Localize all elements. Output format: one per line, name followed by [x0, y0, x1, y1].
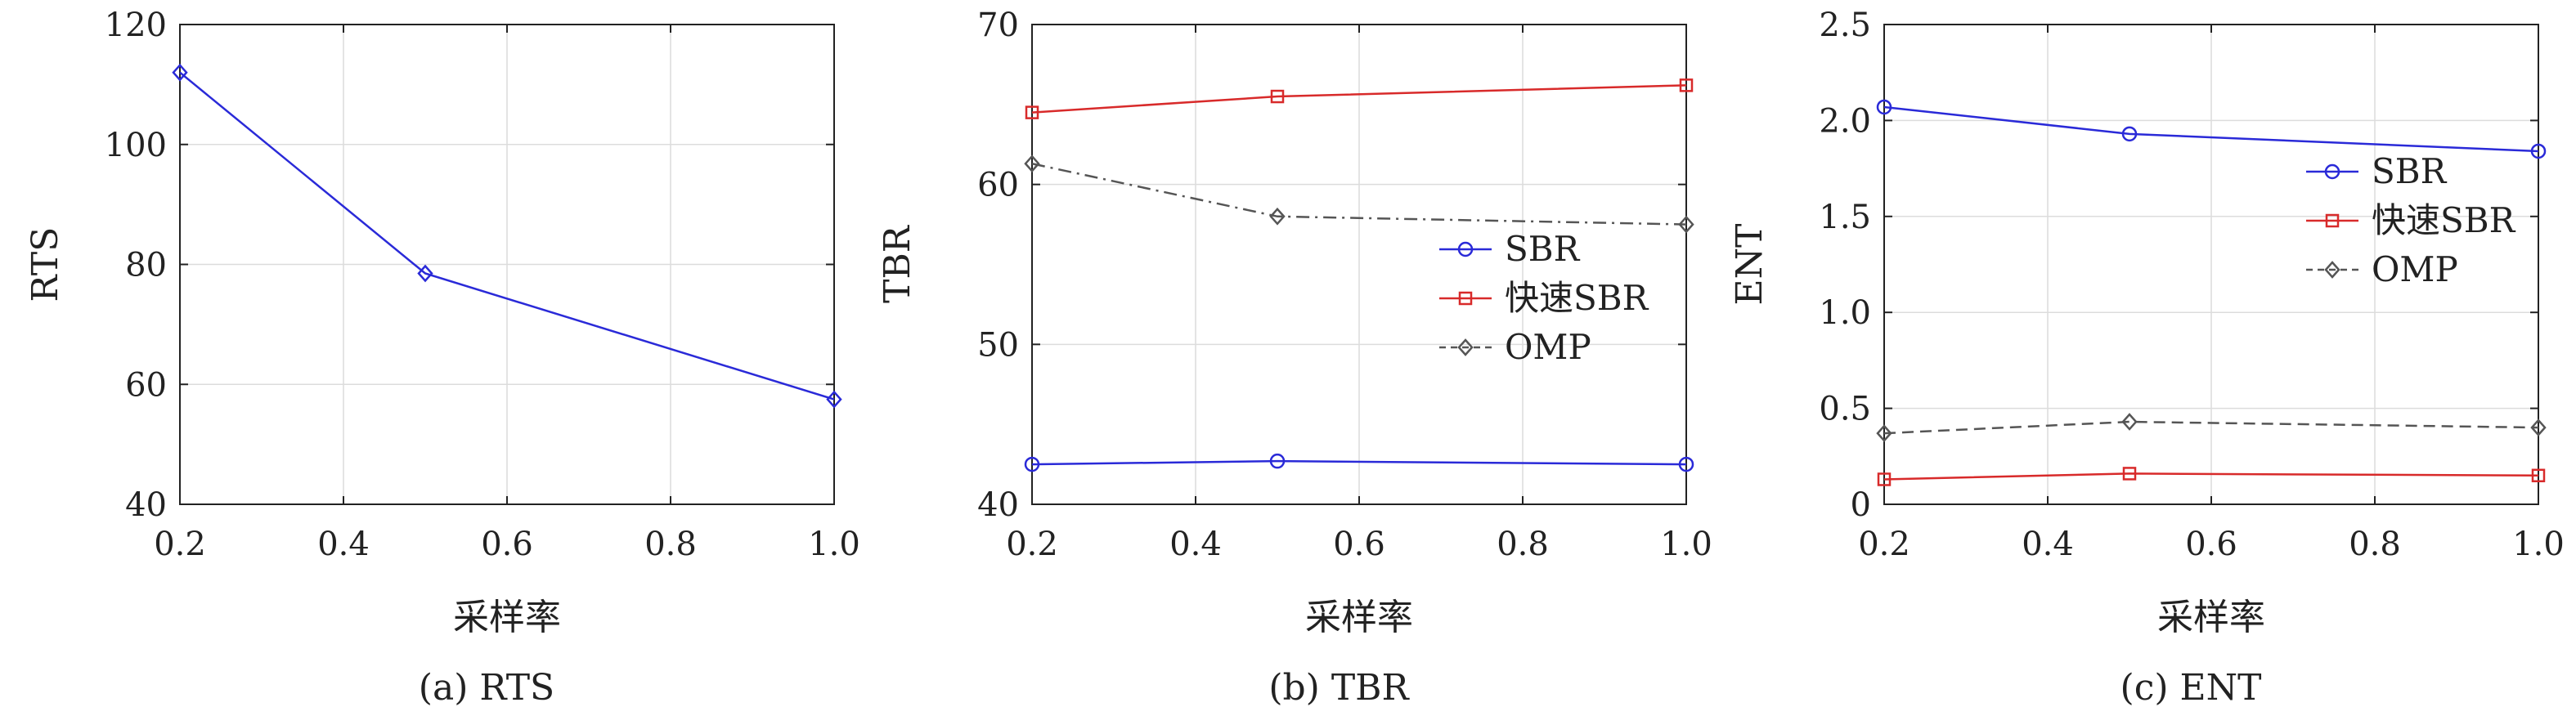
series-line	[179, 71, 835, 401]
x-tick-label: 0.4	[2022, 526, 2074, 563]
y-tick-label: 100	[105, 127, 167, 164]
legend-marker	[1458, 291, 1473, 306]
data-point	[1024, 154, 1040, 173]
x-tick-label: 0.4	[317, 526, 370, 563]
data-point	[1024, 456, 1040, 472]
x-tick-label: 0.2	[1858, 526, 1910, 563]
y-tick-label: 60	[977, 167, 1019, 204]
legend-label: SBR	[1505, 229, 1581, 269]
data-point	[1269, 207, 1286, 226]
legend-label: 快速SBR	[2372, 200, 2516, 240]
data-point	[1678, 215, 1694, 234]
x-axis-label: 采样率	[1305, 597, 1413, 638]
data-point	[1877, 472, 1892, 486]
legend: SBR 快速SBR OMP	[1439, 229, 1649, 367]
y-tick-label: 2.5	[1819, 7, 1871, 44]
x-tick-label: 0.4	[1169, 526, 1222, 563]
x-axis-label: 采样率	[453, 597, 561, 638]
legend-marker	[2324, 163, 2340, 180]
data-point	[1270, 89, 1285, 104]
x-tick-label: 0.8	[1497, 526, 1549, 563]
x-tick-label: 0.8	[644, 526, 697, 563]
series-line	[1031, 459, 1687, 466]
subfigure-caption: (c) ENT	[2120, 667, 2262, 709]
data-point	[1876, 424, 1892, 443]
data-point	[1269, 453, 1286, 469]
x-tick-label: 0.6	[1333, 526, 1385, 563]
data-point	[826, 390, 842, 409]
y-tick-label: 0.5	[1819, 391, 1871, 428]
legend-label: OMP	[1505, 327, 1591, 367]
data-point	[2121, 126, 2138, 142]
y-axis-label: RTS	[25, 227, 66, 302]
legend-marker	[2324, 261, 2340, 279]
y-tick-label: 40	[125, 486, 167, 524]
data-point	[1678, 456, 1694, 472]
x-tick-label: 1.0	[2512, 526, 2565, 563]
legend-label: 快速SBR	[1505, 278, 1649, 318]
legend-marker	[1457, 241, 1474, 257]
series-line	[1883, 105, 2539, 153]
y-tick-label: 60	[125, 366, 167, 404]
legend-label: SBR	[2372, 151, 2448, 191]
y-tick-label: 80	[125, 247, 167, 284]
subfigure-caption: (a) RTS	[419, 667, 554, 709]
x-tick-label: 0.6	[481, 526, 533, 563]
chart-panel-3: 0.2 0.4 0.6 0.8 1.0 0 0.5 1.0 1.5 2.0 2.5 采样率 ENT (c)…	[1729, 7, 2565, 709]
data-point	[172, 63, 188, 82]
x-tick-label: 0.6	[2185, 526, 2237, 563]
y-axis-label: TBR	[877, 224, 918, 303]
data-point	[2531, 468, 2546, 483]
chart-panel-1: 0.2 0.4 0.6 0.8 1.0 40 60 80 100 120 采样率 RTS (a) RTS	[25, 7, 860, 709]
x-tick-label: 0.2	[1006, 526, 1058, 563]
y-tick-label: 50	[977, 326, 1019, 364]
data-point	[1679, 78, 1694, 92]
chart-panel-2: 0.2 0.4 0.6 0.8 1.0 40 50 60 70 采样率 TBR (b) TBR SBR 快…	[877, 7, 1712, 709]
y-tick-label: 40	[977, 486, 1019, 524]
series-line	[1883, 472, 2539, 481]
data-point	[2122, 467, 2137, 481]
y-tick-label: 120	[105, 7, 167, 44]
series-line	[1031, 163, 1687, 226]
series-line	[1031, 84, 1687, 114]
y-tick-label: 0	[1851, 486, 1871, 524]
data-point	[2121, 413, 2138, 431]
legend-marker	[1457, 338, 1474, 356]
x-axis-label: 采样率	[2157, 597, 2265, 638]
subfigure-caption: (b) TBR	[1268, 667, 1410, 709]
x-tick-label: 0.8	[2349, 526, 2401, 563]
x-tick-label: 1.0	[808, 526, 860, 563]
y-axis-label: ENT	[1729, 224, 1770, 306]
y-tick-label: 2.0	[1819, 102, 1871, 140]
legend-label: OMP	[2372, 249, 2458, 289]
legend-marker	[2325, 213, 2340, 228]
y-tick-label: 1.0	[1819, 294, 1871, 332]
data-point	[1025, 105, 1039, 119]
legend: SBR 快速SBR OMP	[2306, 151, 2516, 289]
x-tick-label: 1.0	[1660, 526, 1712, 563]
series-line	[1883, 420, 2539, 435]
x-tick-label: 0.2	[154, 526, 206, 563]
data-point	[2530, 143, 2547, 159]
y-tick-label: 1.5	[1819, 199, 1871, 236]
data-point	[417, 264, 433, 283]
data-point	[2530, 418, 2547, 436]
y-tick-label: 70	[977, 7, 1019, 44]
data-point	[1876, 99, 1892, 115]
